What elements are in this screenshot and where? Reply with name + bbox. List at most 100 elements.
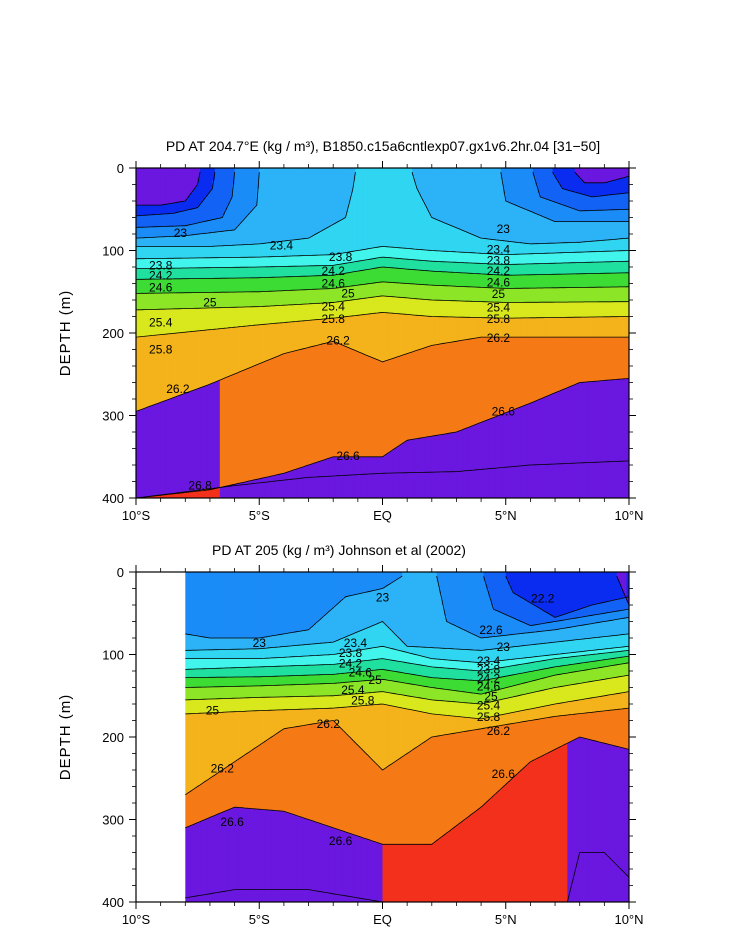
color-band-strip [621,708,625,749]
color-band-strip [582,273,586,289]
color-band-strip [601,251,605,263]
color-band-strip [175,308,179,334]
color-band-strip [325,674,329,685]
color-band-strip [503,240,507,256]
color-band-strip [266,685,270,698]
color-band-strip [567,337,571,388]
color-band-strip [614,635,618,649]
color-band-strip [582,262,586,275]
color-band-strip [436,344,440,436]
color-band-strip [163,279,167,294]
color-band-strip [296,631,300,646]
color-band-strip [163,268,167,280]
color-band-strip [589,301,593,318]
color-band-strip [451,624,455,650]
color-band-strip [542,677,546,691]
color-band-strip [596,337,601,382]
color-band-strip [264,666,268,678]
color-band-strip [286,240,290,257]
color-band-strip [227,267,231,279]
color-band-strip [219,649,223,660]
color-band-strip [404,673,408,684]
color-band-strip [439,168,443,222]
color-band-strip [569,684,573,702]
color-band-strip [246,325,250,369]
color-band-strip [614,619,618,636]
color-band-strip [619,572,623,586]
color-band-strip [261,277,265,293]
color-band-strip [347,286,352,301]
color-band-strip [249,257,253,268]
color-band-strip [592,740,596,854]
color-band-strip [525,623,529,634]
color-band-strip [251,749,255,810]
color-band-strip [604,210,608,223]
color-band-strip [249,808,253,891]
color-band-strip [436,700,440,716]
color-band-strip [562,389,566,465]
color-band-strip [347,896,352,902]
color-band-strip [446,832,450,902]
color-band-strip [579,737,583,854]
color-band-strip [229,764,233,810]
y-tick-label: 200 [102,730,124,745]
color-band-strip [370,456,374,475]
color-band-strip [335,475,339,498]
color-band-strip [596,653,601,662]
color-band-strip [498,415,502,469]
color-band-strip [241,482,246,486]
color-band-strip [227,245,231,259]
color-band-strip [264,710,268,742]
color-band-strip [535,631,539,645]
color-band-strip [274,305,278,324]
color-band-strip [278,685,283,698]
color-band-strip [320,643,324,656]
color-band-strip [552,629,556,643]
color-band-strip [266,889,270,902]
color-band-strip [552,287,556,303]
color-band-strip [365,269,369,285]
color-band-strip [320,275,324,290]
color-band-strip [572,208,576,223]
color-band-strip [592,654,596,662]
color-band-strip [414,844,418,902]
color-band-strip [158,495,162,498]
color-band-strip [569,701,573,716]
color-band-strip [138,215,142,228]
color-band-strip [572,684,576,702]
color-band-strip [604,182,608,196]
color-band-strip [611,261,615,274]
color-band-strip [293,675,297,686]
color-band-strip [222,328,226,380]
color-band-strip [315,462,320,478]
color-band-strip [414,646,418,656]
color-band-strip [574,209,578,223]
color-band-strip [434,572,438,649]
color-band-strip [143,408,147,498]
color-band-strip [520,168,524,209]
color-band-strip [419,744,423,845]
color-band-strip [404,268,408,285]
color-band-strip [286,276,290,292]
color-band-strip [587,852,591,902]
color-band-strip [303,168,307,240]
color-band-strip [308,237,312,257]
color-band-strip [343,218,347,254]
color-band-strip [439,735,443,839]
color-band-strip [291,240,295,257]
color-band-strip [476,693,480,705]
color-band-strip [288,675,292,686]
color-band-strip [340,638,344,654]
color-band-strip [626,261,629,274]
color-band-strip [520,337,524,408]
color-band-strip [195,234,199,247]
color-band-strip [187,308,191,333]
color-band-strip [574,287,578,303]
color-band-strip [291,479,295,498]
color-band-strip [219,245,223,259]
color-band-strip [311,655,315,666]
color-band-strip [412,248,416,261]
color-band-strip [426,666,430,678]
color-band-strip [138,258,142,270]
color-band-strip [535,168,539,186]
